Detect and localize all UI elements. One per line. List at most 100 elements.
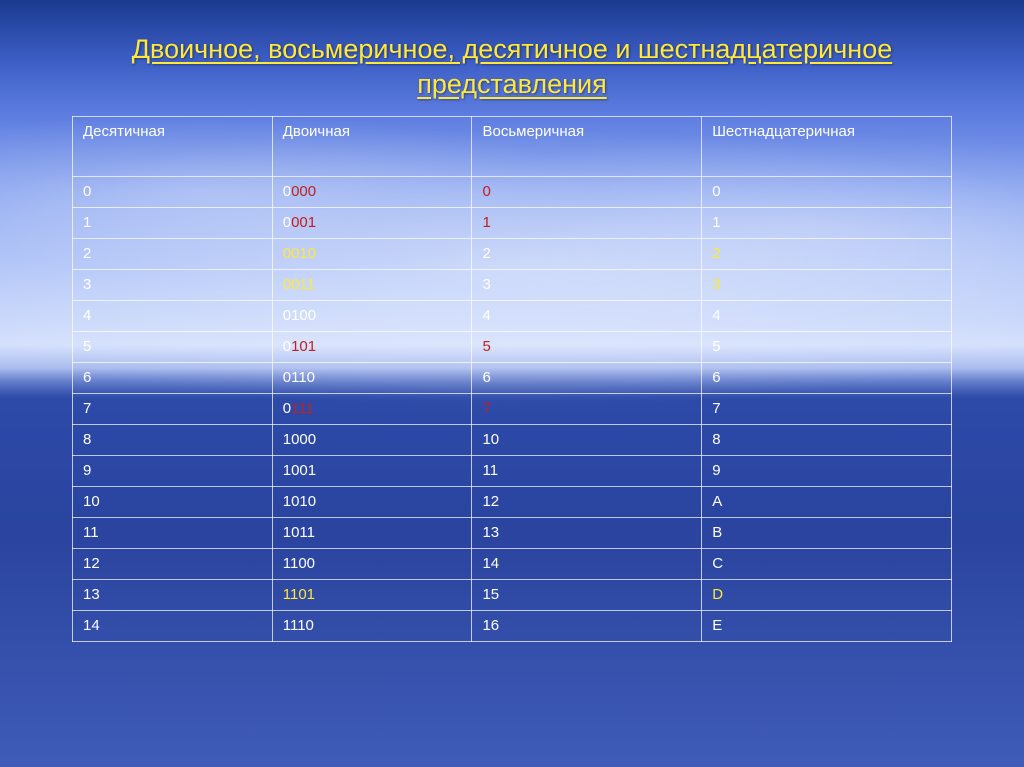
cell-binary: 0001 xyxy=(272,208,472,239)
col-decimal-header: Десятичная xyxy=(73,117,273,177)
cell-octal: 3 xyxy=(472,270,702,301)
cell-decimal: 14 xyxy=(73,611,273,642)
cell-segment: 1 xyxy=(482,214,490,231)
col-octal-header: Восьмеричная xyxy=(472,117,702,177)
cell-decimal: 12 xyxy=(73,549,273,580)
cell-decimal: 3 xyxy=(73,270,273,301)
cell-octal: 2 xyxy=(472,239,702,270)
cell-segment: 0 xyxy=(283,214,291,231)
cell-hex: 6 xyxy=(702,363,952,394)
table-row: 3001133 xyxy=(73,270,952,301)
table-row: 12 1100 14 C xyxy=(73,549,952,580)
cell-binary: 0000 xyxy=(272,177,472,208)
cell-binary: 1100 xyxy=(272,549,472,580)
cell-segment: 001 xyxy=(291,214,316,231)
table-row: 5010155 xyxy=(73,332,952,363)
cell-hex: A xyxy=(702,487,952,518)
table-row: 91001119 xyxy=(73,456,952,487)
table-row: 1000111 xyxy=(73,208,952,239)
table-row: 81000108 xyxy=(73,425,952,456)
cell-binary: 1001 xyxy=(272,456,472,487)
table-row: 10101012A xyxy=(73,487,952,518)
cell-decimal: 5 xyxy=(73,332,273,363)
cell-segment: 5 xyxy=(482,338,490,355)
cell-binary: 1011 xyxy=(272,518,472,549)
cell-segment: 2 xyxy=(482,245,490,262)
cell-segment: 111 xyxy=(291,400,314,417)
cell-binary: 0010 xyxy=(272,239,472,270)
cell-segment: 8 xyxy=(712,431,720,448)
cell-segment: 14 xyxy=(482,555,499,572)
cell-segment: 0110 xyxy=(283,369,315,386)
cell-segment: 7 xyxy=(712,400,720,417)
cell-segment: 0100 xyxy=(283,307,316,324)
cell-segment: 1101 xyxy=(283,586,315,603)
table-row: 11101113B xyxy=(73,518,952,549)
cell-binary: 1110 xyxy=(272,611,472,642)
cell-octal: 11 xyxy=(472,456,702,487)
cell-hex: 0 xyxy=(702,177,952,208)
cell-segment: 4 xyxy=(712,307,720,324)
cell-decimal: 2 xyxy=(73,239,273,270)
cell-binary: 0111 xyxy=(272,394,472,425)
cell-segment: 0 xyxy=(283,400,291,417)
cell-octal: 16 xyxy=(472,611,702,642)
cell-hex: 1 xyxy=(702,208,952,239)
title-line-2: представления xyxy=(417,69,607,99)
cell-segment: 5 xyxy=(712,338,720,355)
cell-segment: 1001 xyxy=(283,462,316,479)
cell-hex: 8 xyxy=(702,425,952,456)
cell-segment: 1110 xyxy=(283,617,314,634)
cell-segment: D xyxy=(712,586,723,603)
cell-segment: 0 xyxy=(283,338,291,355)
table-row: 0000000 xyxy=(73,177,952,208)
cell-octal: 13 xyxy=(472,518,702,549)
cell-binary: 0101 xyxy=(272,332,472,363)
cell-decimal: 0 xyxy=(73,177,273,208)
cell-binary: 1000 xyxy=(272,425,472,456)
cell-segment: 6 xyxy=(712,369,720,386)
cell-binary: 0011 xyxy=(272,270,472,301)
col-hex-header: Шестнадцатеричная xyxy=(702,117,952,177)
cell-segment: 000 xyxy=(291,183,316,200)
cell-segment: 9 xyxy=(712,462,720,479)
title-line-1: Двоичное, восьмеричное, десятичное и шес… xyxy=(132,34,892,64)
cell-segment: 101 xyxy=(291,338,316,355)
cell-octal: 0 xyxy=(472,177,702,208)
cell-decimal: 8 xyxy=(73,425,273,456)
cell-segment: 1100 xyxy=(283,555,315,572)
number-systems-table: Десятичная Двоичная Восьмеричная Шестнад… xyxy=(72,116,952,642)
cell-octal: 12 xyxy=(472,487,702,518)
cell-hex: C xyxy=(702,549,952,580)
cell-decimal: 4 xyxy=(73,301,273,332)
table-row: 6 0110 6 6 xyxy=(73,363,952,394)
cell-segment: 12 xyxy=(482,493,499,510)
cell-segment: 3 xyxy=(712,276,720,293)
cell-hex: 4 xyxy=(702,301,952,332)
cell-hex: D xyxy=(702,580,952,611)
table-row: 4010044 xyxy=(73,301,952,332)
cell-segment: 7 xyxy=(482,400,490,417)
cell-binary: 1101 xyxy=(272,580,472,611)
cell-octal: 1 xyxy=(472,208,702,239)
cell-hex: 2 xyxy=(702,239,952,270)
cell-segment: 15 xyxy=(482,586,499,603)
cell-decimal: 11 xyxy=(73,518,273,549)
cell-segment: 3 xyxy=(482,276,490,293)
cell-segment: 0 xyxy=(283,183,291,200)
cell-segment: 0010 xyxy=(283,245,316,262)
cell-segment: 1011 xyxy=(283,524,315,541)
cell-decimal: 6 xyxy=(73,363,273,394)
cell-segment: 10 xyxy=(482,431,499,448)
table-header-row: Десятичная Двоичная Восьмеричная Шестнад… xyxy=(73,117,952,177)
cell-segment: E xyxy=(712,617,722,634)
cell-octal: 6 xyxy=(472,363,702,394)
cell-octal: 7 xyxy=(472,394,702,425)
cell-binary: 0100 xyxy=(272,301,472,332)
cell-octal: 4 xyxy=(472,301,702,332)
table-row: 13110115D xyxy=(73,580,952,611)
cell-octal: 14 xyxy=(472,549,702,580)
cell-octal: 15 xyxy=(472,580,702,611)
cell-segment: 6 xyxy=(482,369,490,386)
cell-segment: C xyxy=(712,555,723,572)
